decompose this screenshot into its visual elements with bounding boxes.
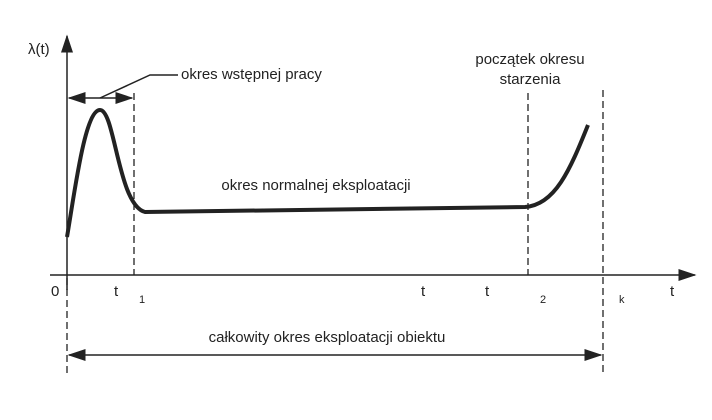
t-mid-label: t	[421, 283, 426, 300]
y-label: λ(t)	[28, 41, 50, 58]
normal-label: okres normalnej eksploatacji	[221, 177, 410, 194]
t1-subscript: 1	[139, 294, 145, 306]
total-label: całkowity okres eksploatacji obiektu	[209, 329, 446, 346]
leader-line	[99, 74, 178, 99]
initial-label: okres wstępnej pracy	[181, 66, 322, 83]
origin-label: 0	[51, 283, 59, 300]
t2-label: t	[485, 283, 490, 300]
aging-label: początek okresu	[475, 51, 584, 68]
t2-subscript: 2	[540, 294, 546, 306]
failure-curve	[65, 107, 590, 238]
k-label: k	[619, 294, 625, 306]
aging-label: starzenia	[500, 71, 562, 88]
x-label: t	[670, 283, 675, 300]
t1-label: t	[114, 283, 119, 300]
